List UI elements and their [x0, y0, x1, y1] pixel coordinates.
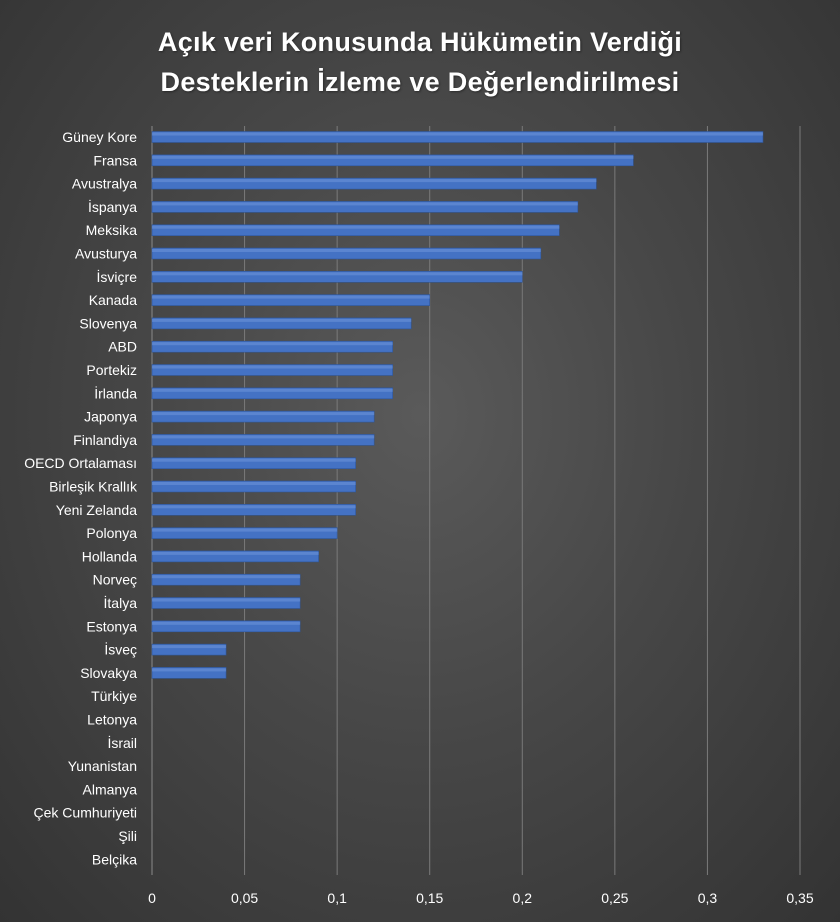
bar — [151, 597, 301, 609]
x-tick-label: 0,05 — [231, 890, 258, 906]
category-label: Kanada — [89, 292, 137, 308]
x-tick-label: 0 — [148, 890, 156, 906]
chart-title-line-1: Açık veri Konusunda Hükümetin Verdiği — [157, 27, 683, 57]
bar — [151, 270, 523, 283]
bar — [151, 154, 634, 167]
x-tick-label: 0,15 — [416, 890, 443, 906]
bar — [151, 620, 301, 633]
bar — [151, 131, 764, 143]
bar-highlight — [152, 621, 301, 625]
bar-highlight — [152, 645, 227, 649]
bar-highlight — [152, 528, 338, 532]
category-label: Güney Kore — [62, 129, 137, 145]
category-label: Estonya — [86, 618, 137, 634]
bar — [151, 340, 393, 353]
gridlines — [151, 126, 801, 875]
bar — [151, 410, 375, 423]
bar-highlight — [152, 179, 597, 183]
x-tick-label: 0,25 — [601, 890, 628, 906]
bar-highlight — [152, 155, 634, 159]
bar-highlight — [152, 342, 393, 346]
bar-highlight — [152, 412, 375, 416]
category-label: İrlanda — [94, 384, 137, 401]
x-tick-label: 0,3 — [698, 890, 718, 906]
bar — [151, 573, 301, 586]
category-label: Avustralya — [72, 176, 137, 192]
bar-highlight — [152, 505, 356, 509]
category-label: İtalya — [104, 594, 138, 611]
category-label: İsviçre — [97, 268, 138, 285]
bar-highlight — [152, 551, 319, 555]
bar-highlight — [152, 668, 227, 672]
bar-highlight — [152, 365, 393, 369]
chart-title: Açık veri Konusunda Hükümetin Verdiği De… — [0, 22, 840, 102]
category-labels: Güney Kore Fransa Avustralya İspanya Meksika… — [24, 129, 138, 867]
category-label: Polonya — [86, 525, 137, 541]
bar — [151, 294, 431, 306]
bar — [151, 434, 375, 446]
bar — [151, 667, 227, 679]
category-label: Slovenya — [79, 315, 137, 331]
category-label: Letonya — [87, 712, 137, 728]
category-label: Almanya — [83, 781, 138, 797]
bar — [151, 317, 412, 330]
x-tick-label: 0,1 — [327, 890, 347, 906]
bar — [151, 643, 227, 656]
category-label: Çek Cumhuriyeti — [34, 805, 137, 821]
bar — [151, 364, 393, 376]
category-label: Meksika — [86, 222, 138, 238]
bar-highlight — [152, 575, 301, 579]
chart-title-line-2: Desteklerin İzleme ve Değerlendirilmesi — [160, 67, 680, 97]
bar-highlight — [152, 202, 578, 206]
bar — [151, 177, 597, 190]
x-tick-label: 0,35 — [786, 890, 813, 906]
category-label: İsrail — [107, 734, 137, 751]
bar-highlight — [152, 295, 430, 299]
x-tick-label: 0,2 — [513, 890, 533, 906]
bar — [151, 480, 356, 493]
category-label: Fransa — [93, 152, 137, 168]
bar — [151, 527, 338, 539]
bar-highlight — [152, 132, 763, 136]
category-label: Türkiye — [91, 688, 137, 704]
category-label: Avusturya — [75, 246, 137, 262]
category-label: Norveç — [93, 572, 137, 588]
bar-highlight — [152, 598, 301, 602]
bar — [151, 247, 542, 260]
bar-highlight — [152, 388, 393, 392]
bar-highlight — [152, 249, 541, 252]
bar-highlight — [152, 272, 523, 276]
category-label: Birleşik Krallık — [49, 479, 138, 495]
category-label: ABD — [108, 339, 137, 355]
category-label: İsveç — [104, 641, 137, 658]
category-label: Slovakya — [80, 665, 137, 681]
bar-highlight — [152, 435, 375, 439]
bar-highlight — [152, 482, 356, 485]
bar — [151, 387, 393, 400]
bar — [151, 457, 356, 470]
bar-highlight — [152, 458, 356, 462]
bar-highlight — [152, 225, 560, 229]
category-label: Finlandiya — [73, 432, 137, 448]
category-label: Portekiz — [86, 362, 137, 378]
bar-highlight — [152, 318, 412, 322]
bar — [151, 550, 319, 563]
bars — [151, 131, 764, 679]
category-label: İspanya — [88, 198, 137, 215]
category-label: Hollanda — [82, 548, 137, 564]
category-label: Yunanistan — [68, 758, 137, 774]
category-label: Japonya — [84, 409, 137, 425]
category-label: OECD Ortalaması — [24, 455, 137, 471]
category-label: Belçika — [92, 851, 137, 867]
category-label: Şili — [118, 828, 137, 844]
x-axis-tick-labels: 0 0,05 0,1 0,15 0,2 0,25 0,3 0,35 — [148, 890, 814, 906]
bar — [151, 503, 356, 516]
bar — [151, 224, 560, 236]
category-label: Yeni Zelanda — [56, 502, 137, 518]
bar — [151, 201, 579, 213]
